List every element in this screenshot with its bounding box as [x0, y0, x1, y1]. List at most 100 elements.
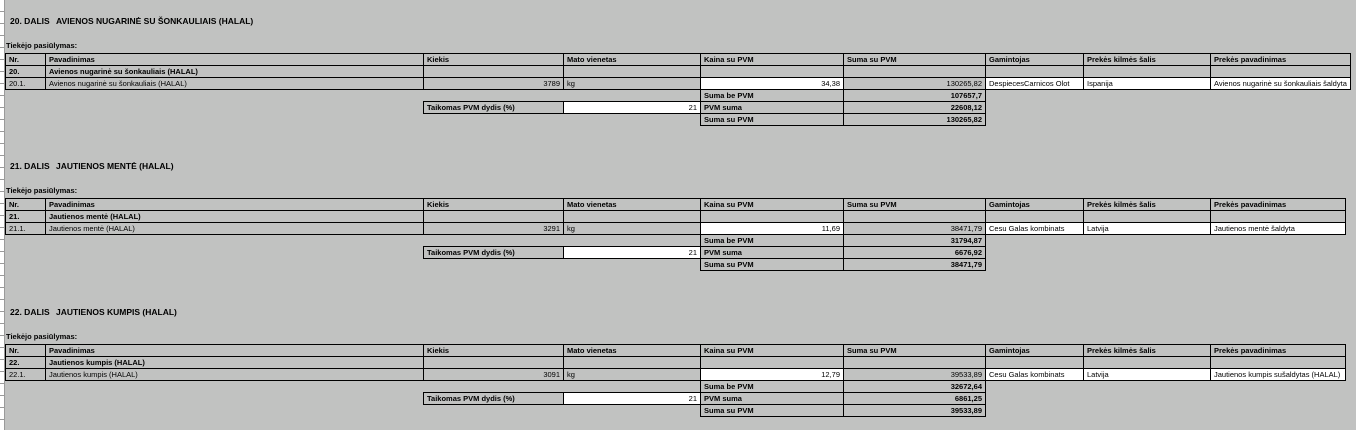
supplier-offer-label: Tiekėjo pasiūlymas:: [6, 186, 78, 195]
col-header-suma-su-pvm: Suma su PVM: [843, 198, 986, 211]
item-row: 22.1. Jautienos kumpis (HALAL) 3091 kg 1…: [5, 368, 1346, 381]
item-unit-cell: kg: [563, 77, 701, 90]
offer-table: Nr. Pavadinimas Kiekis Mato vienetas Kai…: [5, 344, 1346, 381]
country-input-cell[interactable]: Latvija: [1083, 222, 1211, 235]
col-header-pavadinimas: Pavadinimas: [45, 53, 424, 66]
group-nr-cell: 22.: [5, 356, 46, 369]
vat-rate-row: Taikomas PVM dydis (%) 21: [423, 392, 701, 405]
section-number: 20. DALIS: [10, 16, 50, 26]
col-header-prekes-pavadinimas: Prekės pavadinimas: [1210, 344, 1346, 357]
col-header-mato-vienetas: Mato vienetas: [563, 344, 701, 357]
empty-cell: [563, 356, 701, 369]
item-name-cell: Avienos nugarinė su šonkauliais (HALAL): [45, 77, 424, 90]
vat-rate-table: Taikomas PVM dydis (%) 21: [423, 392, 701, 405]
vat-rate-row: Taikomas PVM dydis (%) 21: [423, 101, 701, 114]
price-input-cell[interactable]: 12,79: [700, 368, 844, 381]
sum-excl-row: Suma be PVM 107657,7: [700, 89, 986, 102]
col-header-pavadinimas: Pavadinimas: [45, 198, 424, 211]
item-nr-cell: 22.1.: [5, 368, 46, 381]
product-input-cell[interactable]: Jautienos kumpis sušaldytas (HALAL): [1210, 368, 1346, 381]
empty-cell: [843, 65, 986, 78]
totals-table: Suma be PVM 31794,87 PVM suma 6676,92 Su…: [700, 234, 986, 271]
col-header-suma-su-pvm: Suma su PVM: [843, 344, 986, 357]
vat-rate-table: Taikomas PVM dydis (%) 21: [423, 101, 701, 114]
group-row: 20. Avienos nugarinė su šonkauliais (HAL…: [5, 65, 1351, 78]
offer-table: Nr. Pavadinimas Kiekis Mato vienetas Kai…: [5, 198, 1346, 235]
price-input-cell[interactable]: 11,69: [700, 222, 844, 235]
sum-excl-label: Suma be PVM: [700, 234, 844, 247]
group-name-cell: Jautienos mentė (HALAL): [45, 210, 424, 223]
sum-incl-row: Suma su PVM 39533,89: [700, 404, 986, 417]
totals-table: Suma be PVM 32672,64 PVM suma 6861,25 Su…: [700, 380, 986, 417]
col-header-gamintojas: Gamintojas: [985, 198, 1084, 211]
supplier-offer-label: Tiekėjo pasiūlymas:: [6, 332, 78, 341]
item-row: 21.1. Jautienos mentė (HALAL) 3291 kg 11…: [5, 222, 1346, 235]
sum-excl-value: 32672,64: [843, 380, 986, 393]
section-name: JAUTIENOS MENTĖ (HALAL): [56, 161, 174, 171]
col-header-nr: Nr.: [5, 198, 46, 211]
sum-excl-row: Suma be PVM 32672,64: [700, 380, 986, 393]
sum-excl-label: Suma be PVM: [700, 89, 844, 102]
empty-cell: [700, 210, 844, 223]
item-nr-cell: 21.1.: [5, 222, 46, 235]
country-input-cell[interactable]: Latvija: [1083, 368, 1211, 381]
col-header-nr: Nr.: [5, 344, 46, 357]
col-header-kaina-su-pvm: Kaina su PVM: [700, 344, 844, 357]
item-qty-cell: 3091: [423, 368, 564, 381]
vat-rate-input-cell[interactable]: 21: [563, 392, 701, 405]
vat-sum-value: 22608,12: [843, 101, 986, 114]
vat-sum-row: PVM suma 6676,92: [700, 246, 986, 259]
group-nr-cell: 21.: [5, 210, 46, 223]
header-row: Nr. Pavadinimas Kiekis Mato vienetas Kai…: [5, 198, 1346, 211]
sum-incl-row: Suma su PVM 130265,82: [700, 113, 986, 126]
vat-sum-label: PVM suma: [700, 101, 844, 114]
empty-cell: [1083, 356, 1211, 369]
vat-sum-value: 6676,92: [843, 246, 986, 259]
vat-sum-label: PVM suma: [700, 246, 844, 259]
section-22: 22. DALIS JAUTIENOS KUMPIS (HALAL) Tiekė…: [0, 291, 1356, 423]
vat-rate-table: Taikomas PVM dydis (%) 21: [423, 246, 701, 259]
item-unit-cell: kg: [563, 368, 701, 381]
section-number: 21. DALIS: [10, 161, 50, 171]
group-nr-cell: 20.: [5, 65, 46, 78]
sum-incl-row: Suma su PVM 38471,79: [700, 258, 986, 271]
producer-input-cell[interactable]: DespiecesCarnicos Olot: [985, 77, 1084, 90]
item-nr-cell: 20.1.: [5, 77, 46, 90]
item-row: 20.1. Avienos nugarinė su šonkauliais (H…: [5, 77, 1351, 90]
section-title: 22. DALIS JAUTIENOS KUMPIS (HALAL): [10, 307, 177, 317]
vat-rate-label: Taikomas PVM dydis (%): [423, 246, 564, 259]
empty-cell: [423, 65, 564, 78]
vat-rate-input-cell[interactable]: 21: [563, 246, 701, 259]
producer-input-cell[interactable]: Cesu Galas kombinats: [985, 222, 1084, 235]
producer-input-cell[interactable]: Cesu Galas kombinats: [985, 368, 1084, 381]
empty-cell: [1210, 65, 1351, 78]
group-name-cell: Avienos nugarinė su šonkauliais (HALAL): [45, 65, 424, 78]
col-header-pavadinimas: Pavadinimas: [45, 344, 424, 357]
empty-cell: [563, 210, 701, 223]
header-row: Nr. Pavadinimas Kiekis Mato vienetas Kai…: [5, 53, 1351, 66]
empty-cell: [1083, 65, 1211, 78]
vat-rate-input-cell[interactable]: 21: [563, 101, 701, 114]
section-21: 21. DALIS JAUTIENOS MENTĖ (HALAL) Tiekėj…: [0, 145, 1356, 277]
product-input-cell[interactable]: Avienos nugarinė su šonkauliais šaldyta: [1210, 77, 1351, 90]
sum-cell: 38471,79: [843, 222, 986, 235]
col-header-nr: Nr.: [5, 53, 46, 66]
product-input-cell[interactable]: Jautienos mentė šaldyta: [1210, 222, 1346, 235]
empty-cell: [700, 65, 844, 78]
empty-cell: [1210, 356, 1346, 369]
section-name: AVIENOS NUGARINĖ SU ŠONKAULIAIS (HALAL): [56, 16, 254, 26]
col-header-gamintojas: Gamintojas: [985, 53, 1084, 66]
item-qty-cell: 3291: [423, 222, 564, 235]
empty-cell: [985, 356, 1084, 369]
col-header-mato-vienetas: Mato vienetas: [563, 53, 701, 66]
empty-cell: [563, 65, 701, 78]
section-title: 20. DALIS AVIENOS NUGARINĖ SU ŠONKAULIAI…: [10, 16, 253, 26]
empty-cell: [423, 356, 564, 369]
country-input-cell[interactable]: Ispanija: [1083, 77, 1211, 90]
price-input-cell[interactable]: 34,38: [700, 77, 844, 90]
item-name-cell: Jautienos kumpis (HALAL): [45, 368, 424, 381]
empty-cell: [1210, 210, 1346, 223]
sum-incl-label: Suma su PVM: [700, 113, 844, 126]
vat-rate-row: Taikomas PVM dydis (%) 21: [423, 246, 701, 259]
vat-rate-label: Taikomas PVM dydis (%): [423, 392, 564, 405]
